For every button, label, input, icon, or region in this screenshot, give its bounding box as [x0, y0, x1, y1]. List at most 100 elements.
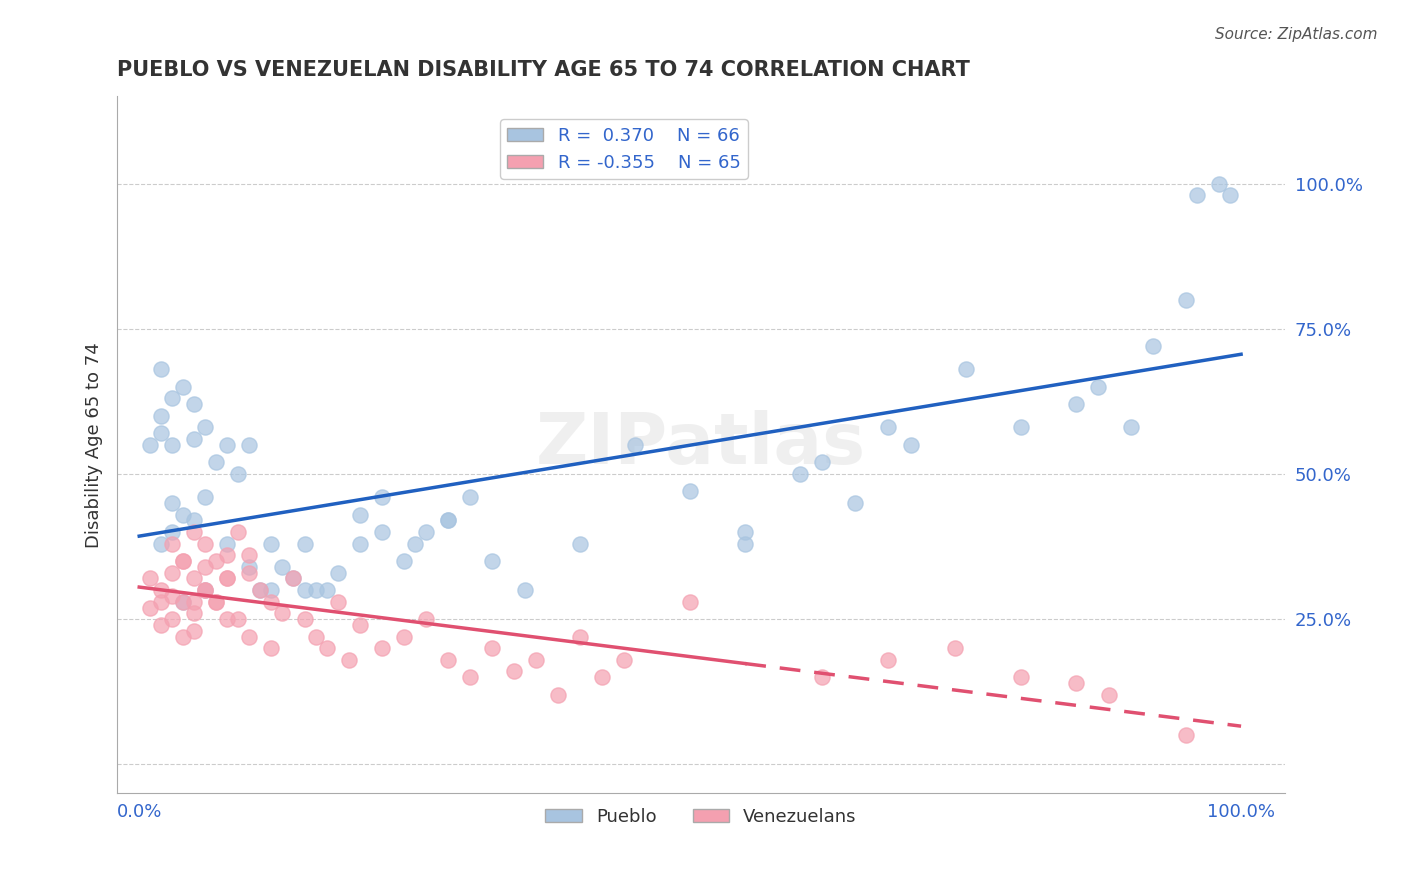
Point	[150, 409, 173, 423]
Point	[217, 612, 239, 626]
Point	[183, 432, 205, 446]
Point	[415, 524, 437, 539]
Y-axis label: Disability Age 65 to 74: Disability Age 65 to 74	[86, 342, 103, 548]
Point	[162, 524, 184, 539]
Point	[228, 524, 250, 539]
Point	[217, 548, 239, 562]
Point	[1175, 293, 1198, 307]
Point	[205, 554, 228, 568]
Point	[315, 583, 337, 598]
Point	[194, 420, 217, 434]
Point	[844, 496, 866, 510]
Point	[568, 536, 591, 550]
Point	[349, 536, 371, 550]
Point	[183, 607, 205, 621]
Point	[172, 554, 194, 568]
Point	[172, 595, 194, 609]
Point	[370, 524, 392, 539]
Point	[370, 490, 392, 504]
Point	[217, 572, 239, 586]
Point	[294, 583, 316, 598]
Point	[513, 583, 536, 598]
Point	[271, 559, 294, 574]
Point	[955, 362, 977, 376]
Point	[238, 566, 260, 580]
Point	[249, 583, 271, 598]
Point	[304, 630, 326, 644]
Point	[260, 536, 283, 550]
Point	[183, 513, 205, 527]
Point	[172, 380, 194, 394]
Point	[1087, 380, 1109, 394]
Point	[217, 536, 239, 550]
Point	[524, 653, 547, 667]
Point	[139, 600, 162, 615]
Point	[734, 524, 756, 539]
Text: Source: ZipAtlas.com: Source: ZipAtlas.com	[1215, 27, 1378, 42]
Point	[1119, 420, 1142, 434]
Point	[811, 455, 834, 469]
Point	[283, 572, 305, 586]
Point	[162, 566, 184, 580]
Point	[294, 536, 316, 550]
Point	[1175, 728, 1198, 742]
Point	[349, 618, 371, 632]
Point	[404, 536, 426, 550]
Point	[481, 641, 503, 656]
Point	[877, 420, 900, 434]
Point	[260, 641, 283, 656]
Point	[370, 641, 392, 656]
Point	[162, 536, 184, 550]
Point	[415, 612, 437, 626]
Point	[194, 536, 217, 550]
Point	[217, 572, 239, 586]
Point	[172, 630, 194, 644]
Point	[228, 467, 250, 481]
Point	[172, 554, 194, 568]
Point	[260, 583, 283, 598]
Point	[139, 572, 162, 586]
Point	[260, 595, 283, 609]
Point	[481, 554, 503, 568]
Point	[811, 670, 834, 684]
Point	[1010, 420, 1032, 434]
Point	[238, 630, 260, 644]
Point	[624, 438, 647, 452]
Point	[1064, 676, 1087, 690]
Point	[294, 612, 316, 626]
Point	[1208, 177, 1230, 191]
Point	[249, 583, 271, 598]
Point	[150, 362, 173, 376]
Point	[194, 490, 217, 504]
Point	[326, 566, 349, 580]
Point	[315, 641, 337, 656]
Text: PUEBLO VS VENEZUELAN DISABILITY AGE 65 TO 74 CORRELATION CHART: PUEBLO VS VENEZUELAN DISABILITY AGE 65 T…	[117, 60, 970, 79]
Point	[1142, 339, 1164, 353]
Point	[183, 595, 205, 609]
Point	[194, 583, 217, 598]
Point	[392, 630, 415, 644]
Point	[238, 559, 260, 574]
Point	[205, 595, 228, 609]
Point	[436, 513, 458, 527]
Point	[162, 589, 184, 603]
Point	[150, 583, 173, 598]
Point	[150, 595, 173, 609]
Point	[436, 513, 458, 527]
Point	[271, 607, 294, 621]
Point	[1010, 670, 1032, 684]
Point	[162, 392, 184, 406]
Point	[1185, 188, 1208, 202]
Point	[568, 630, 591, 644]
Point	[139, 438, 162, 452]
Point	[205, 455, 228, 469]
Point	[392, 554, 415, 568]
Point	[1064, 397, 1087, 411]
Point	[150, 618, 173, 632]
Point	[337, 653, 360, 667]
Point	[150, 426, 173, 441]
Point	[183, 572, 205, 586]
Point	[304, 583, 326, 598]
Point	[1098, 688, 1121, 702]
Point	[238, 548, 260, 562]
